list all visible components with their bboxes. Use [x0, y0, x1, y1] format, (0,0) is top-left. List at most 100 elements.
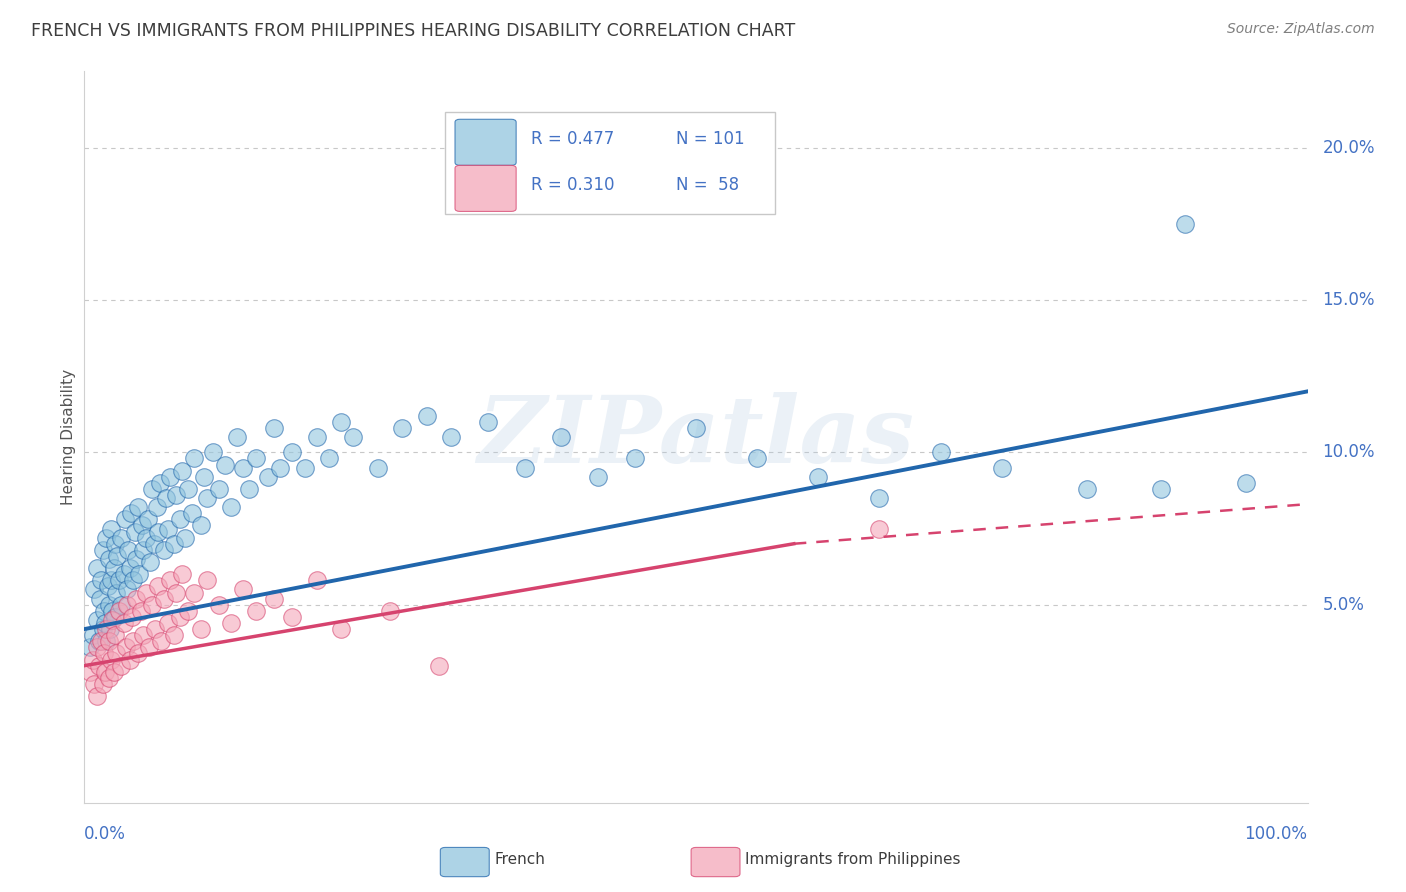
- Point: [427, 658, 450, 673]
- Point: [122, 574, 145, 588]
- Point: [263, 591, 285, 606]
- Point: [165, 488, 187, 502]
- Point: [132, 628, 155, 642]
- FancyBboxPatch shape: [456, 165, 516, 211]
- Point: [208, 598, 231, 612]
- Point: [96, 622, 118, 636]
- Point: [330, 415, 353, 429]
- Point: [87, 658, 110, 673]
- Point: [1174, 217, 1197, 231]
- Point: [245, 604, 267, 618]
- Point: [145, 500, 167, 515]
- Point: [214, 458, 236, 472]
- Point: [97, 671, 120, 685]
- Point: [172, 464, 194, 478]
- Point: [97, 579, 120, 593]
- Point: [238, 482, 260, 496]
- Point: [245, 451, 267, 466]
- Point: [135, 531, 157, 545]
- Point: [86, 689, 108, 703]
- Point: [991, 460, 1014, 475]
- Point: [103, 561, 125, 575]
- Point: [100, 652, 122, 666]
- Point: [89, 591, 111, 606]
- Point: [929, 445, 952, 459]
- Point: [232, 582, 254, 597]
- Point: [136, 512, 159, 526]
- FancyBboxPatch shape: [456, 120, 516, 165]
- Point: [91, 677, 114, 691]
- Text: FRENCH VS IMMIGRANTS FROM PHILIPPINES HEARING DISABILITY CORRELATION CHART: FRENCH VS IMMIGRANTS FROM PHILIPPINES HE…: [31, 22, 796, 40]
- Point: [153, 591, 176, 606]
- Point: [1076, 482, 1098, 496]
- Point: [305, 430, 328, 444]
- Point: [869, 521, 891, 535]
- Point: [163, 628, 186, 642]
- Point: [83, 677, 105, 691]
- Point: [181, 506, 204, 520]
- Point: [141, 482, 163, 496]
- Point: [117, 542, 139, 557]
- Point: [125, 552, 148, 566]
- Point: [83, 582, 105, 597]
- Text: 20.0%: 20.0%: [1322, 138, 1375, 157]
- Text: R = 0.310: R = 0.310: [531, 176, 614, 194]
- Point: [143, 622, 166, 636]
- Text: Source: ZipAtlas.com: Source: ZipAtlas.com: [1227, 22, 1375, 37]
- Point: [685, 421, 707, 435]
- Point: [159, 574, 181, 588]
- Point: [201, 445, 224, 459]
- Point: [79, 640, 101, 655]
- Point: [118, 652, 141, 666]
- Y-axis label: Hearing Disability: Hearing Disability: [60, 369, 76, 505]
- Point: [86, 640, 108, 655]
- Point: [112, 615, 135, 630]
- Text: R = 0.477: R = 0.477: [531, 129, 614, 148]
- Point: [105, 549, 128, 563]
- Point: [391, 421, 413, 435]
- Point: [281, 445, 304, 459]
- Point: [440, 430, 463, 444]
- Point: [138, 640, 160, 655]
- Point: [112, 567, 135, 582]
- FancyBboxPatch shape: [446, 112, 776, 214]
- Point: [129, 604, 152, 618]
- FancyBboxPatch shape: [692, 847, 740, 877]
- Point: [93, 647, 115, 661]
- Point: [586, 469, 609, 483]
- Text: French: French: [494, 852, 546, 867]
- Point: [1150, 482, 1173, 496]
- Point: [146, 579, 169, 593]
- Point: [624, 451, 647, 466]
- Point: [183, 451, 205, 466]
- Point: [94, 665, 117, 679]
- Point: [156, 615, 179, 630]
- Point: [190, 622, 212, 636]
- Text: 15.0%: 15.0%: [1322, 291, 1375, 309]
- Point: [90, 634, 112, 648]
- Text: N =  58: N = 58: [676, 176, 740, 194]
- Point: [294, 460, 316, 475]
- Point: [104, 537, 127, 551]
- Point: [104, 628, 127, 642]
- Point: [163, 537, 186, 551]
- Point: [82, 652, 104, 666]
- Point: [90, 574, 112, 588]
- Point: [110, 531, 132, 545]
- Point: [97, 552, 120, 566]
- Point: [87, 634, 110, 648]
- Point: [104, 610, 127, 624]
- Point: [257, 469, 280, 483]
- Text: 5.0%: 5.0%: [1322, 596, 1364, 614]
- Point: [177, 604, 200, 618]
- Point: [807, 469, 830, 483]
- Point: [177, 482, 200, 496]
- FancyBboxPatch shape: [440, 847, 489, 877]
- Point: [132, 542, 155, 557]
- Point: [169, 512, 191, 526]
- Point: [226, 430, 249, 444]
- Point: [96, 634, 118, 648]
- Point: [127, 647, 149, 661]
- Point: [305, 574, 328, 588]
- Point: [159, 469, 181, 483]
